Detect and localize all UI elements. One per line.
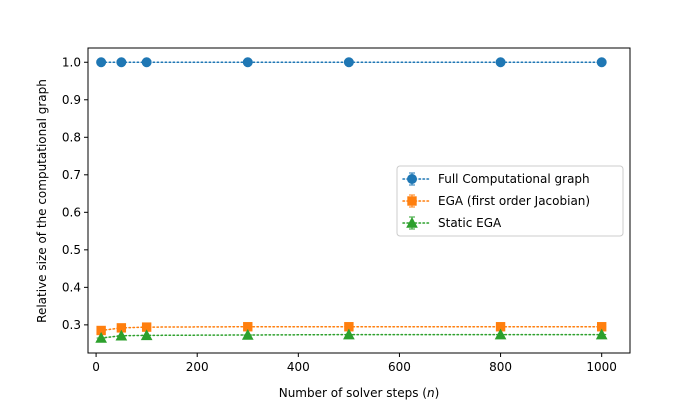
legend-label: Full Computational graph — [438, 172, 590, 186]
legend-frame — [396, 165, 624, 237]
y-tick-label: 0.8 — [62, 130, 81, 144]
x-tick-label: 1000 — [586, 360, 617, 374]
legend-label: EGA (first order Jacobian) — [438, 194, 590, 208]
legend-marker — [406, 216, 418, 228]
legend-marker — [407, 174, 417, 184]
y-tick-label: 0.4 — [62, 280, 81, 294]
data-point — [343, 328, 355, 340]
data-point — [140, 329, 153, 341]
x-tick-label: 800 — [489, 360, 512, 374]
plot-frame — [87, 47, 631, 354]
x-tick-label: 600 — [388, 360, 411, 374]
y-tick-label: 0.7 — [62, 168, 81, 182]
plot-layer — [95, 57, 608, 343]
legend-label: Static EGA — [438, 216, 502, 230]
y-axis-label: Relative size of the computational graph — [35, 79, 49, 323]
y-tick-label: 0.9 — [62, 93, 81, 107]
x-tick-label: 0 — [92, 360, 100, 374]
data-point — [343, 57, 354, 68]
y-tick-label: 0.3 — [62, 318, 81, 332]
data-point — [495, 57, 506, 68]
data-point — [242, 57, 253, 68]
tick-layer: 0 200 400 600 800 1000 0.3 0.4 0.5 0.6 0.7 0.8 0.9 1.… — [62, 55, 617, 374]
data-point — [595, 328, 608, 340]
x-tick-label: 400 — [287, 360, 310, 374]
y-tick-label: 0.5 — [62, 243, 81, 257]
data-point — [241, 328, 254, 340]
data-point — [141, 57, 152, 68]
data-point — [95, 331, 107, 343]
legend: Full Computational graph EGA (first order… — [396, 165, 624, 237]
x-tick-label: 200 — [186, 360, 209, 374]
legend-marker — [407, 196, 417, 206]
x-axis-label: Number of solver steps (n) — [279, 386, 440, 400]
data-point — [596, 57, 607, 68]
y-tick-label: 0.6 — [62, 205, 81, 219]
data-point — [116, 57, 127, 68]
data-point — [96, 57, 107, 68]
data-point — [494, 328, 507, 340]
data-point — [115, 329, 128, 341]
y-tick-label: 1.0 — [62, 55, 81, 69]
